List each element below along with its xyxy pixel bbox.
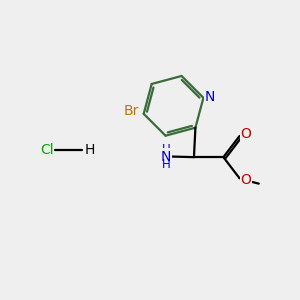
Text: H: H [162, 158, 170, 171]
Text: H: H [85, 143, 95, 157]
Text: H: H [162, 143, 170, 156]
Text: N: N [161, 150, 171, 164]
Text: N: N [205, 90, 215, 104]
Text: Br: Br [124, 104, 139, 118]
Text: Cl: Cl [40, 143, 54, 157]
Text: O: O [241, 173, 251, 187]
Text: O: O [241, 128, 251, 142]
